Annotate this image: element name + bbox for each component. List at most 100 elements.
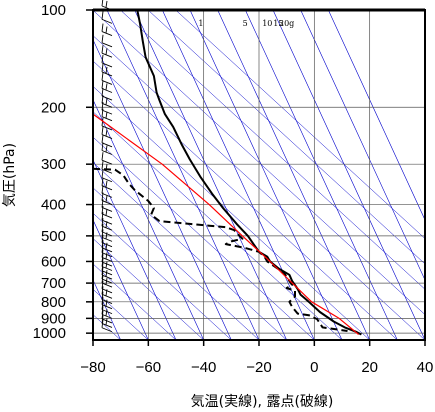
wind-barb (101, 152, 113, 165)
wind-barb-flag (105, 208, 108, 216)
wind-barb (101, 95, 113, 108)
mixing-ratio-label: 20g (279, 19, 294, 28)
mixing-ratio-label: 10 (262, 19, 272, 28)
wind-barb (101, 169, 113, 183)
series-line-1 (93, 167, 348, 332)
wind-barb-flag (105, 83, 108, 91)
wind-barb-shaft (101, 159, 113, 165)
wind-barb (101, 229, 113, 242)
wind-barb-flag (101, 254, 104, 263)
wind-barb (101, 63, 113, 77)
wind-barb-shaft (101, 125, 113, 131)
wind-barb (101, 54, 113, 68)
wind-barb (101, 315, 113, 328)
mixing-ratio-label: 5 (243, 19, 248, 28)
y-tick-label: 800 (41, 294, 66, 311)
wind-barb-flag (101, 199, 104, 208)
wind-barb-shaft (101, 274, 113, 280)
x-tick-labels: −80 −60 −40 −20 0 20 40 (80, 340, 433, 376)
wind-barb-flag (105, 289, 108, 296)
adiabat-line (93, 238, 204, 340)
wind-barb-shaft (101, 323, 113, 328)
wind-barb-flag (101, 88, 104, 97)
wind-barb-flag (101, 271, 104, 280)
wind-barb (101, 45, 113, 58)
isotherm-line (162, 10, 315, 340)
wind-barb-flag (101, 54, 104, 63)
wind-barb (101, 218, 113, 231)
x-tick-label: −80 (80, 359, 105, 376)
wind-barb-shaft (101, 293, 113, 299)
wind-barb (101, 271, 113, 284)
y-tick-label: 500 (41, 228, 66, 245)
wind-barb-shaft (101, 31, 113, 37)
isotherm-line (189, 10, 343, 340)
x-tick-label: 40 (417, 359, 434, 376)
wind-barb-flag (101, 258, 104, 267)
wind-barb-shaft (101, 257, 113, 262)
wind-barb-flag (101, 262, 104, 271)
adiabat-line (120, 10, 425, 290)
wind-barb-flag (101, 218, 104, 227)
y-axis-title: 気圧(hPa) (2, 143, 18, 207)
wind-barb-flag (105, 98, 108, 105)
wind-barb-flag (101, 244, 104, 253)
wind-barb-flag (101, 319, 104, 328)
isotherm-line (93, 219, 149, 340)
y-tick-label: 200 (41, 99, 66, 116)
y-tick-label: 300 (41, 156, 66, 173)
series-line-2 (93, 113, 359, 335)
wind-barb-shaft (101, 327, 113, 333)
wind-barb (101, 117, 113, 131)
isotherm-line (300, 10, 425, 281)
wind-barb-flag (101, 169, 104, 178)
x-axis-title: 気温(実線), 露点(破線) (191, 394, 334, 410)
wind-barb-flag (105, 261, 108, 269)
wind-barb-flag (101, 0, 104, 7)
wind-barb-shaft (101, 168, 113, 174)
wind-barb (101, 177, 113, 191)
wind-barb-flag (105, 232, 108, 239)
wind-barb-flag (105, 242, 108, 250)
wind-barb-flag (101, 11, 104, 20)
adiabat-line (93, 263, 177, 340)
wind-barb-shaft (101, 200, 113, 205)
wind-barb-flag (105, 299, 108, 307)
adiabat-line (175, 10, 425, 239)
wind-barb (101, 319, 113, 333)
wind-barb-flag (101, 142, 104, 151)
adiabat-line (93, 35, 425, 340)
wind-barb-shaft (101, 52, 113, 58)
wind-barb-shaft (101, 313, 113, 319)
wind-barb-shaft (101, 185, 113, 191)
x-tick-label: 0 (310, 359, 318, 376)
adiabat-line (93, 212, 232, 340)
isotherm-line (93, 159, 177, 340)
mixing-ratio-label: 1 (198, 19, 203, 28)
wind-barb-flag (101, 63, 104, 73)
wind-barb-flag (101, 229, 104, 238)
wind-barb-flag (105, 221, 108, 228)
wind-barb-shaft (101, 62, 113, 68)
wind-barb-flag (101, 161, 104, 170)
isotherm-line (93, 38, 232, 340)
y-tick-label: 400 (41, 197, 66, 214)
y-tick-label: 700 (41, 275, 66, 292)
y-tick-label: 900 (41, 310, 66, 327)
adiabat-line (147, 10, 425, 265)
wind-barb (101, 23, 113, 37)
isotherm-line (245, 10, 398, 340)
wind-barb-flag (101, 223, 104, 232)
wind-barb-flag (105, 66, 108, 74)
wind-barb (101, 134, 113, 148)
wind-barb-shaft (101, 247, 113, 253)
wind-barb-flag (101, 72, 104, 81)
wind-barb-flag (101, 152, 104, 161)
wind-barb-flag (101, 296, 104, 305)
wind-barb-shaft (101, 192, 113, 198)
wind-barb (101, 274, 113, 288)
wind-barb-flag (101, 134, 104, 143)
x-tick-label: −20 (246, 359, 271, 376)
wind-barb-shaft (101, 71, 113, 77)
